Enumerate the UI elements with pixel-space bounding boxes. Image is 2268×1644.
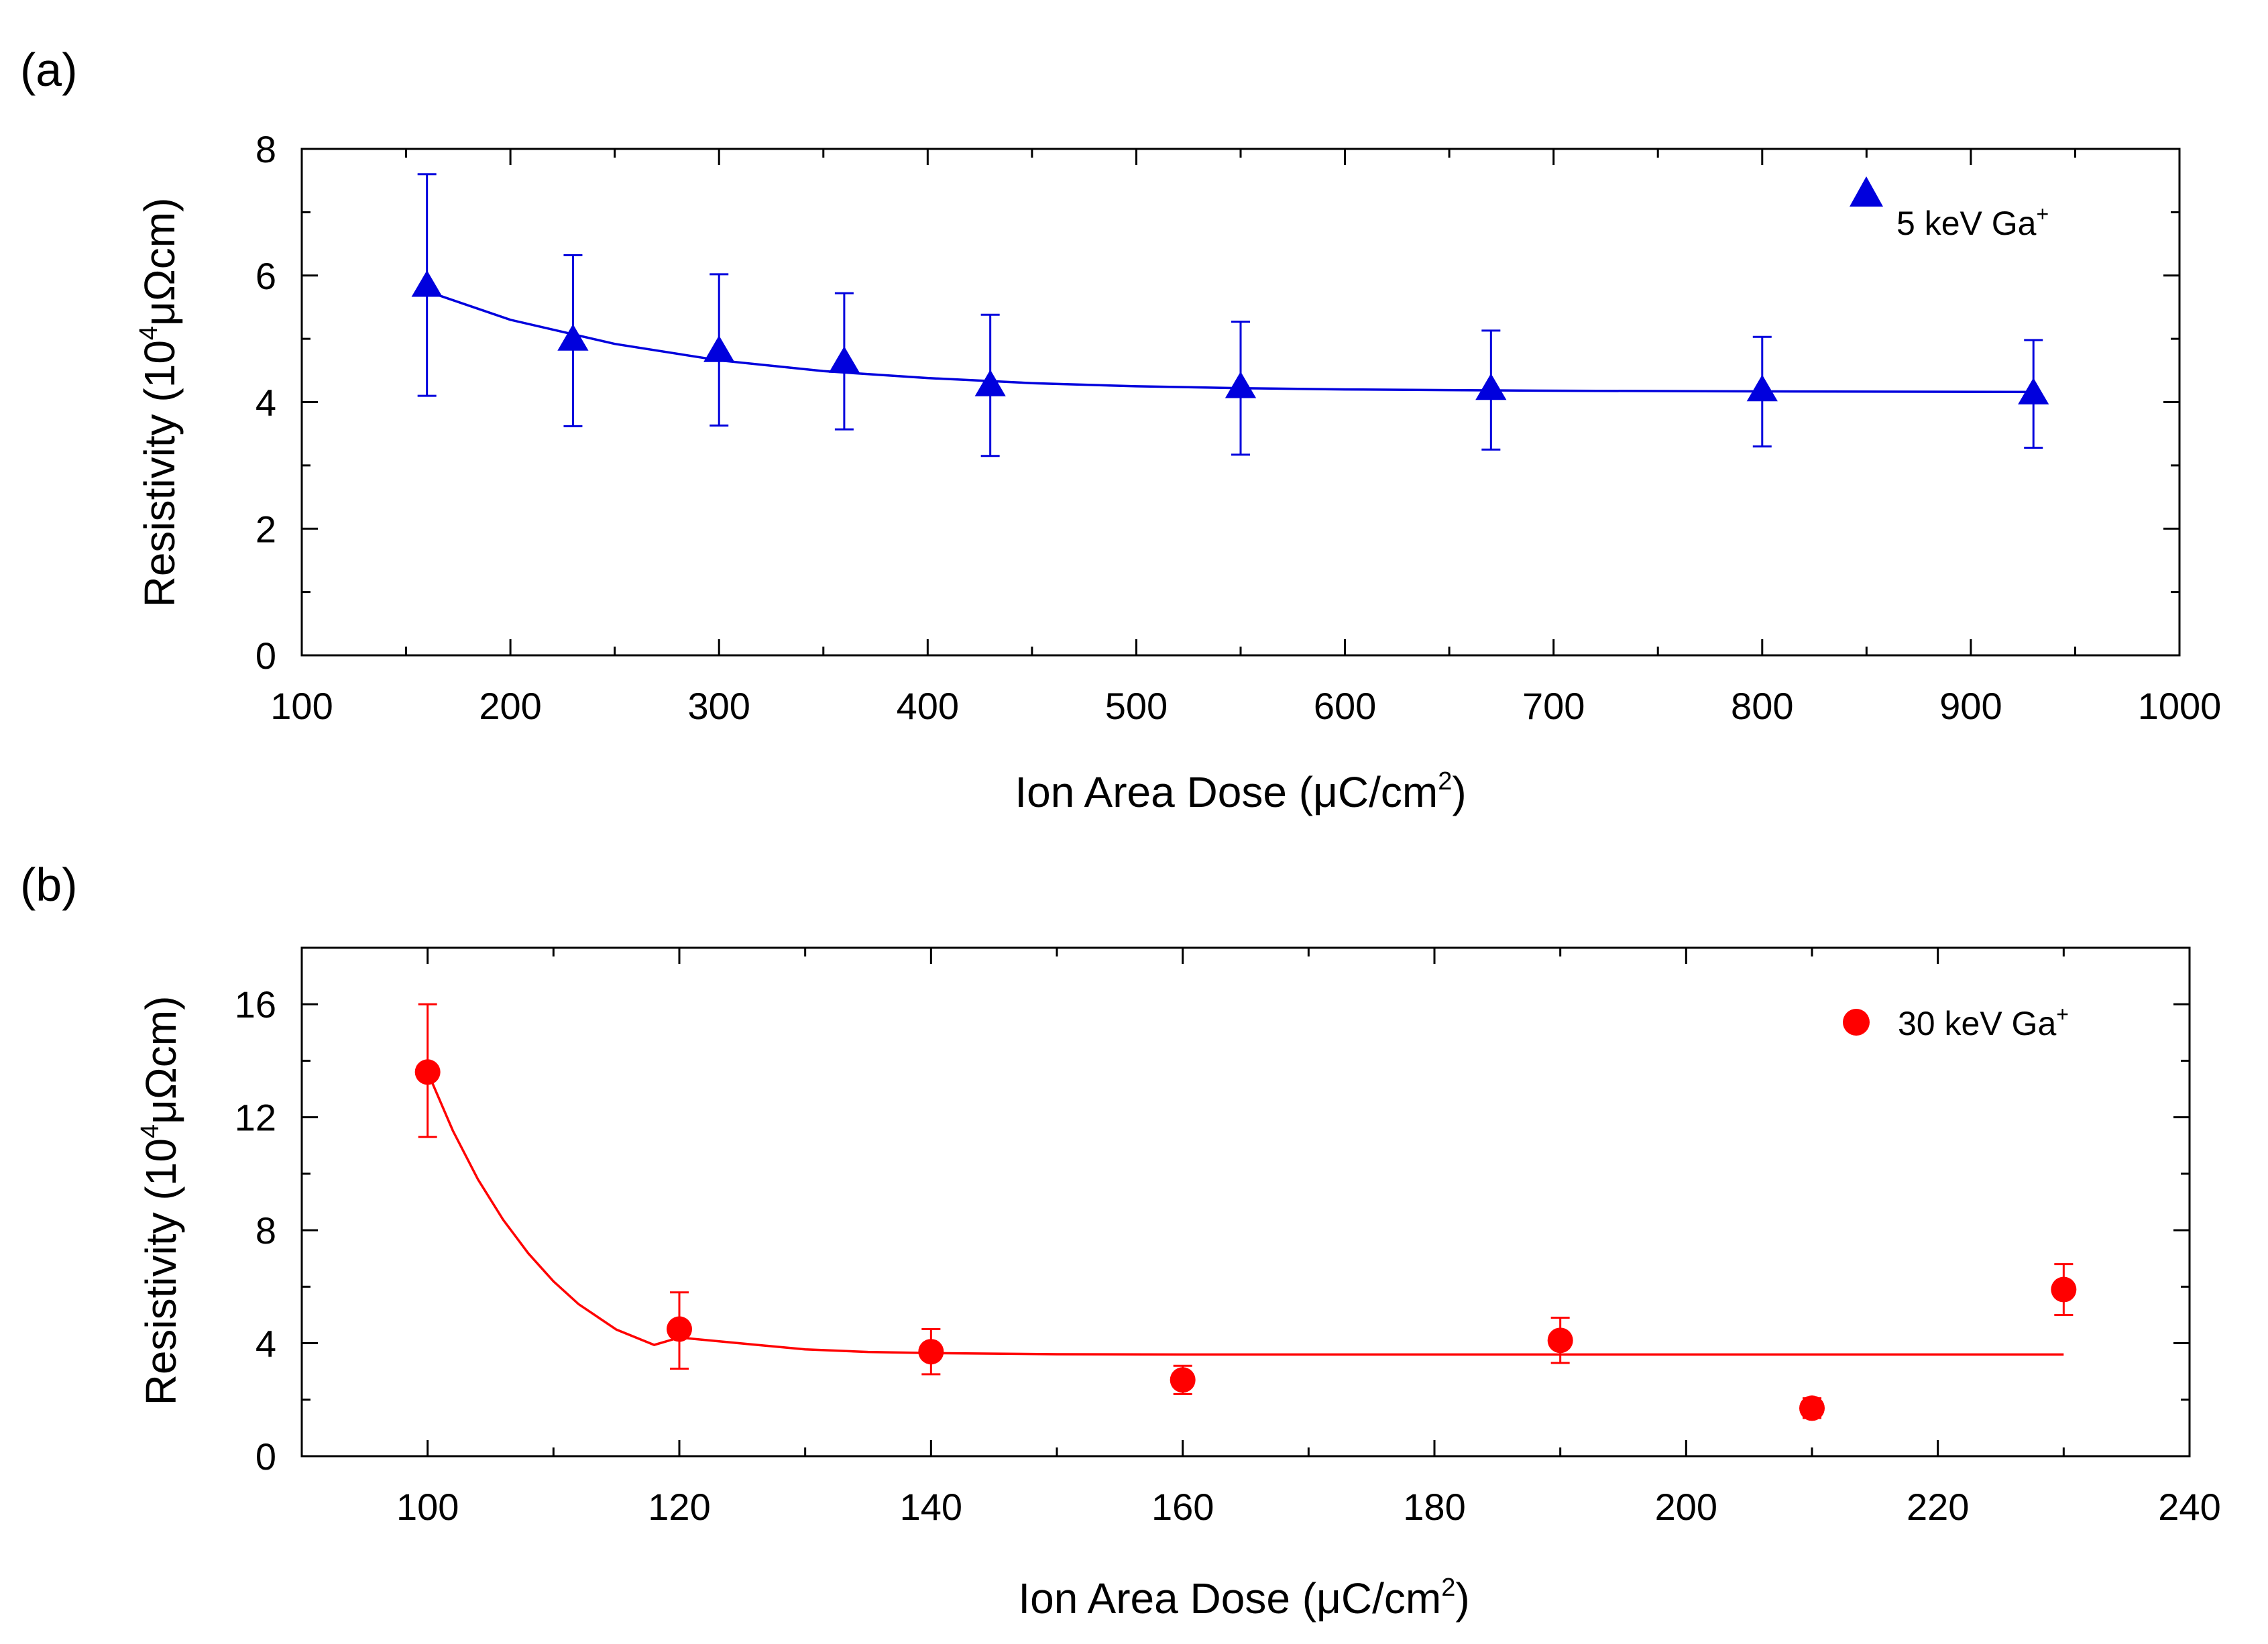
b-x-tick-label: 120 — [648, 1486, 710, 1528]
a-y-tick-label: 4 — [256, 382, 276, 424]
a-data-point — [1746, 374, 1778, 402]
a-data-point — [1225, 371, 1257, 398]
b-y-tick-label: 4 — [256, 1323, 276, 1365]
panel-a-legend-marker — [1850, 176, 1883, 207]
panel-a-error-bars — [417, 173, 2043, 457]
panel-a-label: (a) — [20, 44, 78, 96]
b-data-point — [414, 1059, 441, 1085]
panel-a-legend-label: 5 keV Ga+ — [1896, 202, 2049, 242]
panel-b-x-axis-title: Ion Area Dose (μC/cm2) — [1018, 1574, 1469, 1623]
b-data-point — [1799, 1395, 1825, 1421]
a-data-point — [828, 346, 860, 373]
panel-a-x-tick-labels: 100 200 300 400 500 600 700 800 900 1000 — [270, 685, 2221, 727]
panel-b-x-tick-labels: 100 120 140 160 180 200 220 240 — [396, 1486, 2221, 1528]
panel-a-legend: 5 keV Ga+ — [1850, 176, 2049, 242]
b-x-tick-label: 160 — [1151, 1486, 1214, 1528]
panel-b-fit-curve — [427, 1071, 2064, 1356]
panel-b-ticks — [300, 946, 2191, 1458]
b-x-tick-label: 240 — [2158, 1486, 2220, 1528]
a-x-tick-label: 200 — [479, 685, 541, 727]
b-y-tick-label: 12 — [235, 1097, 276, 1139]
a-x-tick-label: 100 — [270, 685, 333, 727]
panel-b-error-bars — [418, 1003, 2074, 1419]
a-x-tick-label: 900 — [1939, 685, 2002, 727]
b-data-point — [1170, 1367, 1196, 1393]
b-fit-line — [427, 1071, 2064, 1356]
b-x-tick-label: 100 — [396, 1486, 459, 1528]
panel-b-y-tick-labels: 0 4 8 12 16 — [235, 983, 276, 1478]
a-data-point — [411, 270, 443, 297]
panel-b-legend: 30 keV Ga+ — [1843, 1002, 2069, 1042]
a-y-tick-label: 0 — [256, 635, 276, 677]
panel-b-data-points — [414, 1059, 2077, 1421]
panel-b: (b) 100 120 140 160 180 200 220 240 0 4 8 12 16 Ion… — [20, 859, 2221, 1623]
b-y-tick-label: 16 — [235, 983, 276, 1026]
b-data-point — [667, 1316, 692, 1342]
a-x-tick-label: 300 — [688, 685, 750, 727]
a-data-point — [703, 335, 735, 362]
a-x-tick-label: 400 — [897, 685, 959, 727]
b-y-tick-label: 0 — [256, 1435, 276, 1478]
a-data-point — [2018, 378, 2049, 404]
b-x-tick-label: 200 — [1655, 1486, 1717, 1528]
panel-a-ticks — [300, 148, 2181, 657]
panel-a-y-tick-labels: 0 2 4 6 8 — [256, 128, 276, 677]
b-data-point — [1547, 1327, 1573, 1354]
panel-b-plot-frame — [300, 946, 2191, 1458]
a-y-tick-label: 6 — [256, 255, 276, 297]
b-data-point — [2051, 1276, 2077, 1303]
a-data-point — [557, 324, 589, 351]
a-fit-line — [427, 290, 2034, 394]
panel-b-legend-marker — [1843, 1009, 1870, 1036]
b-data-point — [918, 1339, 944, 1365]
b-x-tick-label: 180 — [1403, 1486, 1465, 1528]
a-x-tick-label: 500 — [1105, 685, 1168, 727]
a-x-tick-label: 700 — [1522, 685, 1585, 727]
a-x-tick-label: 1000 — [2138, 685, 2222, 727]
a-y-tick-label: 8 — [256, 128, 276, 170]
panel-a-fit-curve — [427, 290, 2034, 394]
a-data-point — [1475, 373, 1507, 400]
a-x-tick-label: 800 — [1731, 685, 1793, 727]
b-y-tick-label: 8 — [256, 1209, 276, 1252]
panel-a-data-points — [411, 270, 2049, 404]
panel-a-x-axis-title: Ion Area Dose (μC/cm2) — [1015, 767, 1466, 816]
panel-a-y-axis-title: Resistivity (104μΩcm) — [135, 198, 184, 608]
a-data-point — [974, 370, 1006, 396]
panel-b-y-axis-title: Resistivity (104μΩcm) — [136, 996, 185, 1406]
a-y-tick-label: 2 — [256, 508, 276, 550]
panel-b-label: (b) — [20, 859, 78, 911]
panel-b-legend-label: 30 keV Ga+ — [1898, 1002, 2069, 1042]
b-x-tick-label: 220 — [1907, 1486, 1969, 1528]
panel-a: (a) 100 200 300 400 500 600 700 800 900 1000 0 2 4 6… — [20, 44, 2221, 816]
b-x-tick-label: 140 — [900, 1486, 962, 1528]
a-x-tick-label: 600 — [1314, 685, 1376, 727]
